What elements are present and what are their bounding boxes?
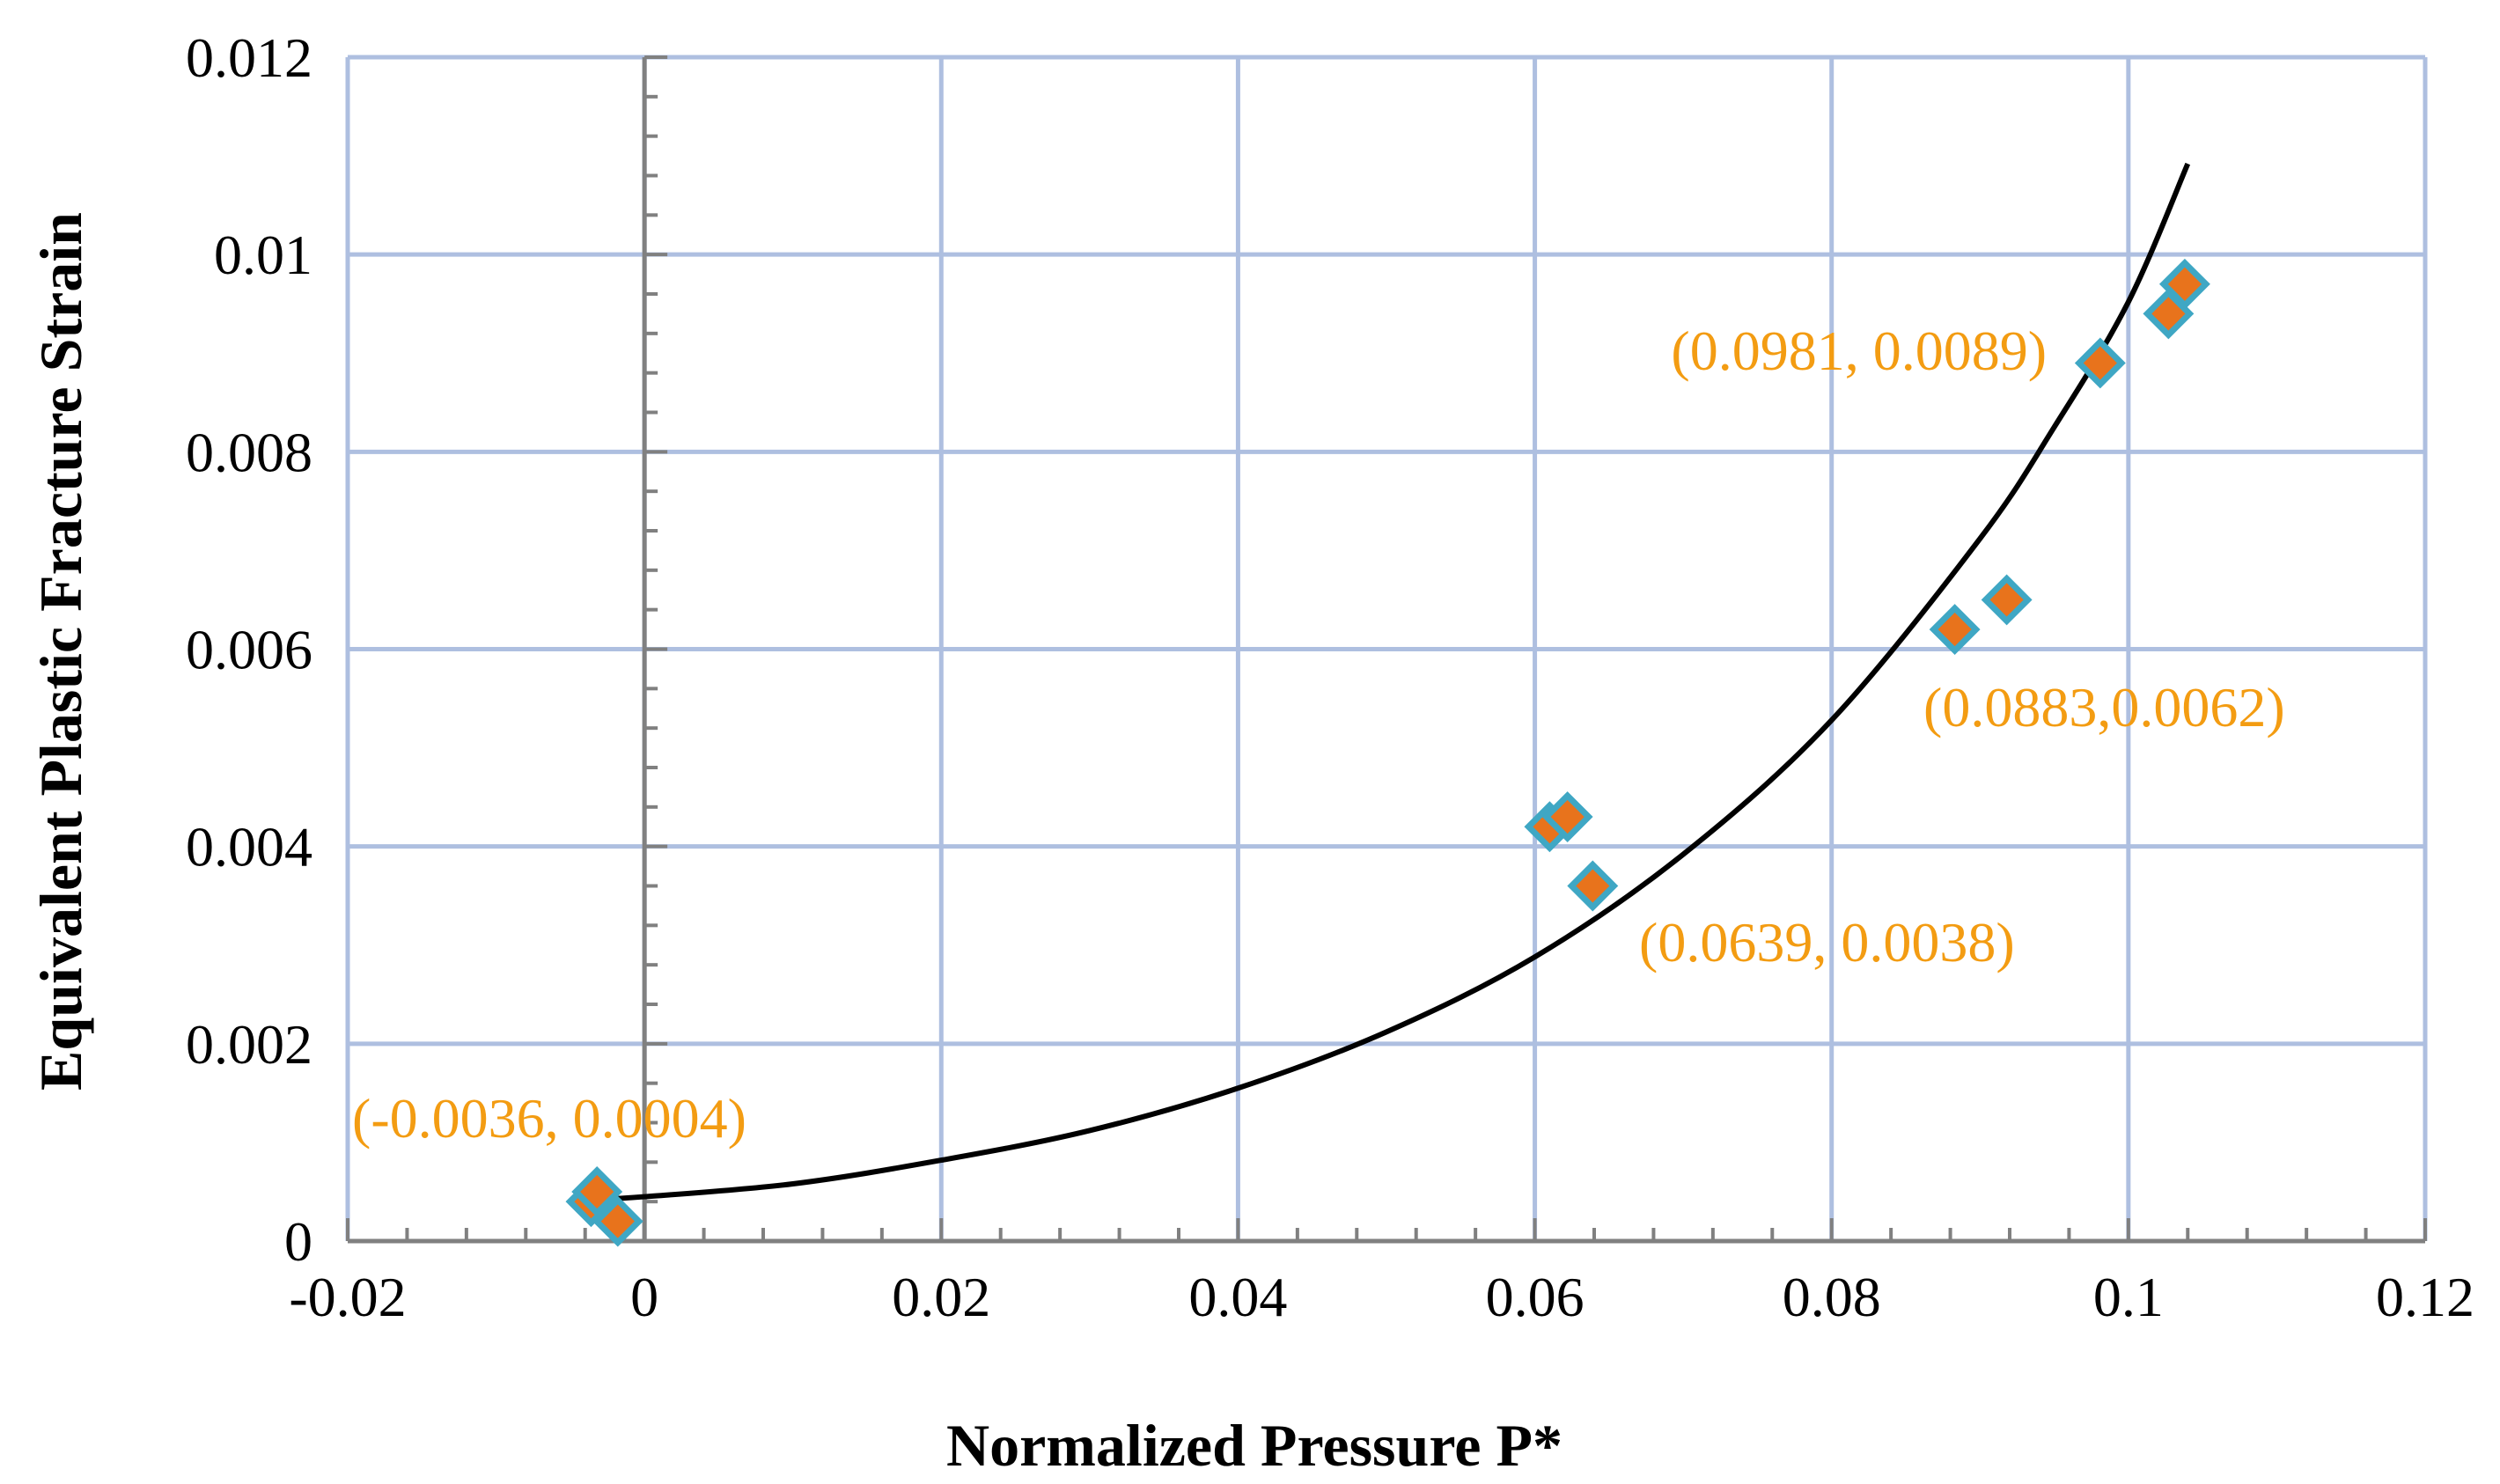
y-tick-label: 0.004 <box>186 816 312 878</box>
fit-curve <box>591 162 2191 1202</box>
data-point-diamond <box>571 1166 623 1217</box>
y-tick-label: 0.008 <box>186 421 312 483</box>
y-tick-label: 0.01 <box>214 224 312 286</box>
data-point-diamond <box>1567 860 1619 912</box>
x-tick-label: 0.1 <box>2093 1266 2164 1328</box>
y-axis-title: Equivalent Plastic Fracture Strain <box>27 212 94 1091</box>
data-point-diamond <box>1541 791 1593 842</box>
data-point-diamond <box>2074 337 2126 389</box>
annotation-label: (0.0639, 0.0038) <box>1639 911 2015 973</box>
y-tick-label: 0.012 <box>186 26 312 89</box>
annotation-label: (0.0981, 0.0089) <box>1671 320 2047 382</box>
fit-curve-line <box>591 162 2191 1202</box>
x-tick-label: 0.02 <box>892 1266 990 1328</box>
x-tick-label: 0.04 <box>1188 1266 1287 1328</box>
data-point-diamond <box>2158 258 2210 310</box>
gridlines <box>345 55 2428 1244</box>
x-tick-label: 0.08 <box>1783 1266 1881 1328</box>
y-tick-label: 0.002 <box>186 1013 312 1076</box>
annotation-label: (-0.0036, 0.0004) <box>352 1087 746 1150</box>
tick-labels: -0.02 0 0.02 0.04 0.06 0.08 0.1 0.1200.0020.004… <box>186 26 2474 1328</box>
data-point-diamond <box>592 1195 643 1247</box>
data-point-diamond <box>1981 574 2033 626</box>
x-tick-label: 0.06 <box>1486 1266 1585 1328</box>
y-tick-label: 0 <box>284 1210 312 1273</box>
annotations: (0.0981, 0.0089) (0.0883,0.0062) (0.0639… <box>352 320 2285 1150</box>
x-tick-label: 0 <box>630 1266 658 1328</box>
annotation-label: (0.0883,0.0062) <box>1923 676 2285 738</box>
x-axis-title: Normalized Pressure P* <box>946 1412 1562 1479</box>
x-tick-label: -0.02 <box>289 1266 406 1328</box>
axes <box>346 55 2427 1244</box>
data-point-diamond <box>1929 604 1981 656</box>
data-points <box>565 258 2210 1247</box>
y-tick-label: 0.006 <box>186 619 312 681</box>
x-tick-label: 0.12 <box>2376 1266 2474 1328</box>
